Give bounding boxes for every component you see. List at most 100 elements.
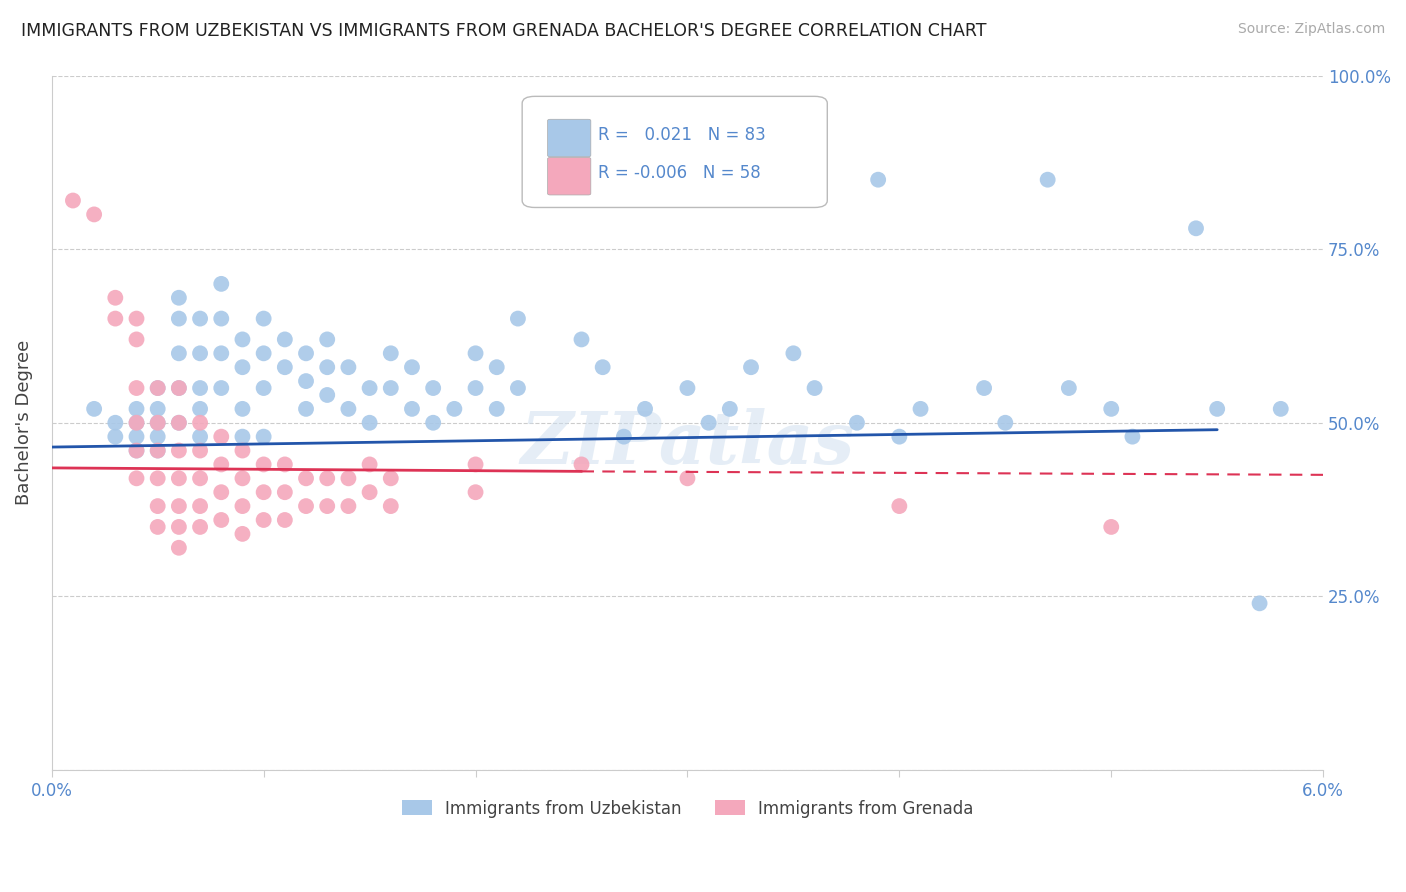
Point (167, 541, 190, 555)
Point (718, 401, 741, 416)
Point (209, 346, 232, 360)
Point (401, 360, 423, 375)
Point (740, 360, 762, 375)
Point (889, 499, 911, 513)
Point (83, 207, 105, 221)
Point (125, 333, 148, 347)
Point (274, 458, 297, 472)
Point (359, 416, 381, 430)
Point (316, 499, 339, 513)
Point (634, 401, 657, 416)
Point (104, 430, 127, 444)
Point (337, 401, 360, 416)
Point (231, 527, 253, 541)
Point (231, 499, 253, 513)
Point (125, 443, 148, 458)
Point (443, 401, 465, 416)
Point (506, 381, 529, 395)
Point (868, 172, 890, 186)
Point (104, 291, 127, 305)
Point (209, 430, 232, 444)
Point (846, 416, 869, 430)
Point (167, 381, 190, 395)
Point (380, 471, 402, 485)
Point (62, 194, 84, 208)
Point (380, 381, 402, 395)
Point (188, 416, 211, 430)
Point (316, 333, 339, 347)
Point (485, 401, 508, 416)
Point (295, 374, 318, 388)
Point (253, 430, 276, 444)
Text: ZIPatlas: ZIPatlas (520, 409, 855, 479)
Point (1270, 401, 1292, 416)
Point (188, 311, 211, 326)
Point (253, 458, 276, 472)
Point (316, 388, 339, 402)
Point (231, 401, 253, 416)
Point (231, 360, 253, 375)
Point (188, 499, 211, 513)
Point (167, 499, 190, 513)
Point (422, 381, 444, 395)
Text: R = -0.006   N = 58: R = -0.006 N = 58 (599, 164, 761, 182)
Point (295, 499, 318, 513)
Point (209, 311, 232, 326)
Point (125, 443, 148, 458)
Point (337, 360, 360, 375)
Point (380, 346, 402, 360)
Point (104, 311, 127, 326)
Point (274, 333, 297, 347)
Point (571, 333, 593, 347)
Point (1057, 381, 1080, 395)
Point (1249, 596, 1271, 610)
Point (592, 360, 614, 375)
Point (104, 416, 127, 430)
Point (359, 458, 381, 472)
Point (613, 430, 636, 444)
Point (146, 443, 169, 458)
Point (1121, 430, 1143, 444)
Point (253, 485, 276, 500)
Point (973, 381, 995, 395)
Point (994, 416, 1017, 430)
Point (167, 443, 190, 458)
Point (782, 346, 804, 360)
Point (188, 443, 211, 458)
Point (167, 291, 190, 305)
Y-axis label: Bachelor's Degree: Bachelor's Degree (15, 340, 32, 506)
Point (209, 513, 232, 527)
Point (231, 430, 253, 444)
Point (146, 443, 169, 458)
Point (167, 520, 190, 534)
Point (167, 381, 190, 395)
Point (167, 346, 190, 360)
Point (295, 401, 318, 416)
Point (295, 346, 318, 360)
Point (146, 430, 169, 444)
Point (676, 381, 699, 395)
Point (380, 499, 402, 513)
Point (83, 401, 105, 416)
Point (316, 471, 339, 485)
Point (125, 311, 148, 326)
Point (188, 401, 211, 416)
Point (316, 360, 339, 375)
Point (231, 333, 253, 347)
Point (146, 416, 169, 430)
Point (274, 360, 297, 375)
Point (146, 381, 169, 395)
Point (188, 430, 211, 444)
Point (274, 485, 297, 500)
Point (359, 381, 381, 395)
Text: Source: ZipAtlas.com: Source: ZipAtlas.com (1237, 22, 1385, 37)
Point (125, 401, 148, 416)
Point (697, 416, 720, 430)
Point (359, 485, 381, 500)
Point (571, 458, 593, 472)
Point (167, 471, 190, 485)
Point (167, 416, 190, 430)
Point (231, 443, 253, 458)
Point (464, 381, 486, 395)
Point (1036, 172, 1059, 186)
